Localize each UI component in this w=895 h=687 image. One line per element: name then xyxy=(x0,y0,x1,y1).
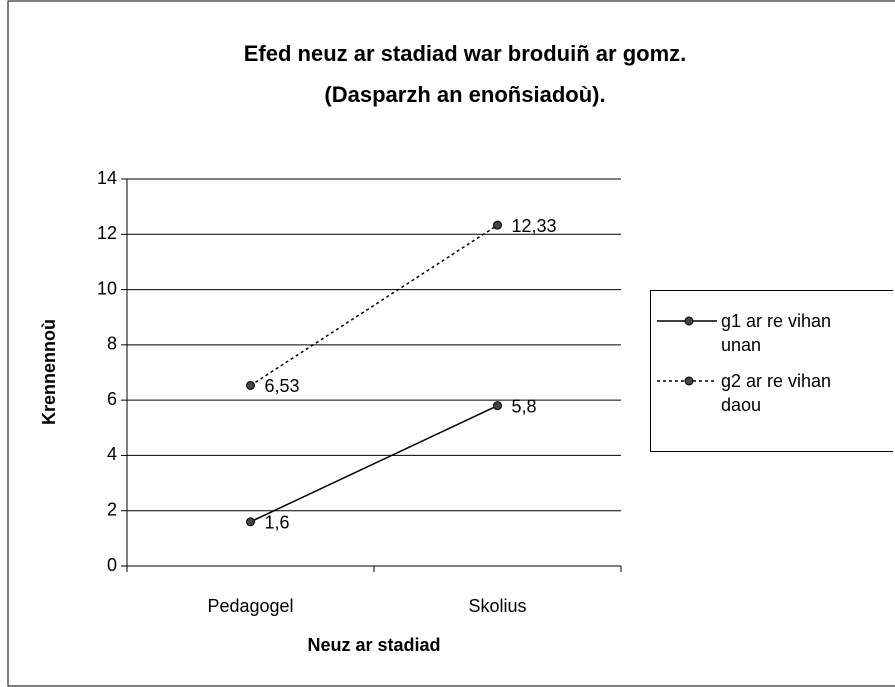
legend-marker xyxy=(684,316,694,326)
y-tick-label: 4 xyxy=(107,444,117,464)
data-label: 1,6 xyxy=(265,513,290,533)
x-tick-label: Skolius xyxy=(468,596,526,616)
series-line xyxy=(250,404,498,523)
legend-swatch xyxy=(657,376,717,386)
y-tick-label: 10 xyxy=(97,278,117,298)
y-tick-label: 6 xyxy=(107,389,117,409)
y-tick-label: 0 xyxy=(107,555,117,575)
data-label: 5,8 xyxy=(512,396,537,416)
data-label: 12,33 xyxy=(512,216,557,236)
legend-entry: g2 ar re vihan daou xyxy=(651,369,893,417)
legend-swatch xyxy=(657,316,717,326)
y-tick-label: 8 xyxy=(107,334,117,354)
data-label: 6,53 xyxy=(265,376,300,396)
legend-marker xyxy=(684,376,694,386)
marker xyxy=(493,220,502,230)
series-line xyxy=(250,224,498,387)
chart-title: Efed neuz ar stadiad war broduiñ ar gomz… xyxy=(244,41,687,66)
legend-label: g1 ar re vihan unan xyxy=(721,311,832,355)
legend-entry: g1 ar re vihan unan xyxy=(651,309,893,357)
marker xyxy=(246,517,255,527)
marker xyxy=(493,401,502,411)
marker xyxy=(246,380,255,390)
y-tick-label: 14 xyxy=(97,168,117,188)
chart-title: (Dasparzh an enoñsiadoù). xyxy=(324,82,605,107)
y-tick-label: 2 xyxy=(107,499,117,519)
legend: g1 ar re vihan unan g2 ar re vihan daou xyxy=(650,290,893,452)
x-axis-title: Neuz ar stadiad xyxy=(307,635,440,655)
legend-label: g2 ar re vihan daou xyxy=(721,371,832,415)
x-tick-label: Pedagogel xyxy=(207,596,293,616)
y-tick-label: 12 xyxy=(97,223,117,243)
y-axis-title: Krennennoù xyxy=(39,319,59,425)
